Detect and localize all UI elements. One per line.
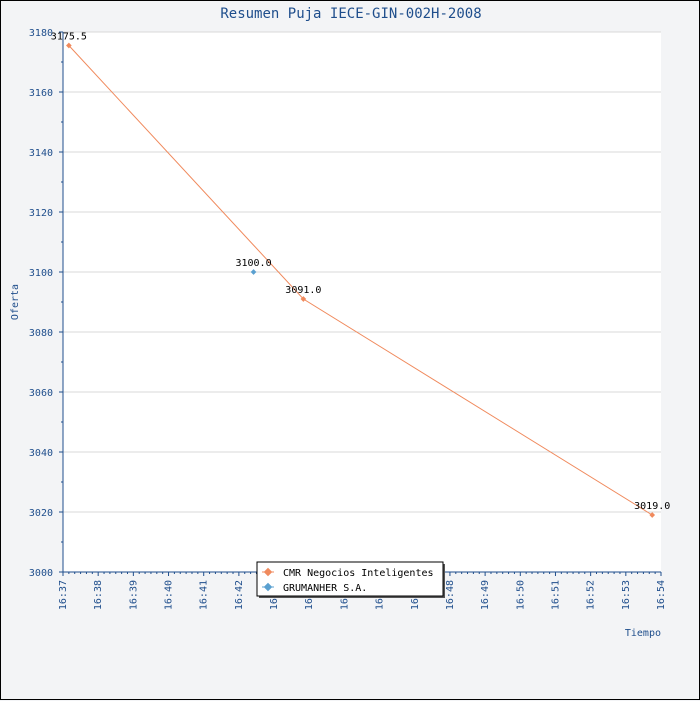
y-tick-label: 3160 — [29, 88, 53, 99]
x-tick-label: 16:37 — [58, 580, 69, 610]
y-tick-label: 3120 — [29, 208, 53, 219]
data-label: 3091.0 — [285, 285, 321, 296]
x-tick-label: 16:39 — [128, 580, 139, 610]
y-tick-label: 3180 — [29, 28, 53, 39]
legend-label: CMR Negocios Inteligentes — [283, 568, 434, 579]
chart-title: Resumen Puja IECE-GIN-002H-2008 — [220, 6, 481, 22]
x-tick-label: 16:42 — [234, 580, 245, 610]
grid — [63, 31, 661, 513]
x-tick-label: 16:48 — [445, 580, 456, 610]
legend-label: GRUMANHER S.A. — [283, 583, 367, 594]
y-tick-label: 3080 — [29, 328, 53, 339]
data-labels: 3175.5 3091.0 3019.0 3100.0 — [51, 32, 670, 513]
x-tick-label: 16:49 — [480, 580, 491, 610]
y-tick-label: 3100 — [29, 268, 53, 279]
x-tick-label: 16:50 — [515, 580, 526, 610]
legend-box — [256, 561, 444, 597]
data-point — [649, 512, 656, 518]
legend-swatch-marker — [263, 582, 273, 592]
data-label: 3100.0 — [235, 258, 271, 269]
series-layer — [66, 42, 656, 518]
y-tick-label: 3020 — [29, 508, 53, 519]
legend: CMR Negocios Inteligentes GRUMANHER S.A. — [256, 561, 445, 598]
plot-area — [63, 32, 661, 572]
x-tick-label: 16:53 — [621, 580, 632, 610]
y-tick-label: 3040 — [29, 448, 53, 459]
y-axis-label: Oferta — [10, 284, 21, 320]
y-tick-label: 3000 — [29, 568, 53, 579]
x-tick-label: 16:54 — [656, 580, 667, 610]
x-tick-label: 16:40 — [164, 580, 175, 610]
x-tick-label: 16:41 — [199, 580, 210, 610]
x-tick-label: 16:38 — [93, 580, 104, 610]
x-axis-label: Tiempo — [625, 628, 661, 639]
x-tick-label: 16:51 — [550, 580, 561, 610]
data-label: 3019.0 — [634, 501, 670, 512]
data-point — [250, 269, 257, 275]
data-label: 3175.5 — [51, 32, 87, 43]
y-tick-label: 3140 — [29, 148, 53, 159]
legend-swatch-marker — [263, 567, 273, 577]
data-point — [300, 296, 307, 302]
x-tick-label: 16:52 — [586, 580, 597, 610]
y-tick-label: 3060 — [29, 388, 53, 399]
